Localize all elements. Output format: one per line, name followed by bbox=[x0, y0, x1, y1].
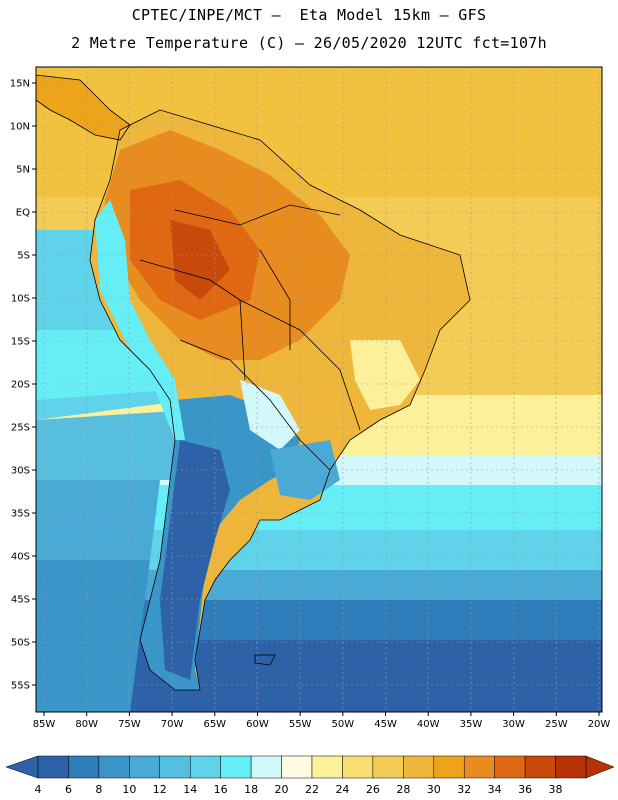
lat-tick-label: 30S bbox=[11, 466, 30, 477]
lon-tick-label: 30W bbox=[502, 719, 525, 730]
temperature-map: 15N 10N 5N EQ 5S 10S 15S 20S 25S 30S 35S 40S 45S 50S 5… bbox=[10, 66, 611, 730]
colorbar-swatch bbox=[129, 755, 161, 779]
lon-tick-label: 20W bbox=[588, 719, 611, 730]
lon-tick-label: 25W bbox=[545, 719, 568, 730]
colorbar-label: 4 bbox=[35, 783, 42, 796]
colorbar-swatch bbox=[68, 755, 100, 779]
lat-tick-label: 20S bbox=[11, 380, 30, 391]
lon-tick-label: 40W bbox=[417, 719, 440, 730]
colorbar-label: 14 bbox=[183, 783, 197, 796]
longitude-axis: 85W 80W 75W 70W 65W 60W 55W 50W 45W 40W 35W 30W 25W 2… bbox=[33, 712, 611, 730]
colorbar-swatch bbox=[37, 755, 69, 779]
lon-tick-label: 85W bbox=[33, 719, 56, 730]
lon-tick-label: 45W bbox=[374, 719, 397, 730]
colorbar-swatch bbox=[250, 755, 282, 779]
colorbar-label: 34 bbox=[488, 783, 502, 796]
lon-tick-label: 60W bbox=[246, 719, 269, 730]
colorbar-swatch bbox=[555, 755, 587, 779]
colorbar-label: 22 bbox=[305, 783, 319, 796]
lat-tick-label: 10S bbox=[11, 294, 30, 305]
lat-tick-label: 45S bbox=[11, 595, 30, 606]
lat-tick-label: 10N bbox=[10, 122, 30, 133]
colorbar-label: 26 bbox=[366, 783, 380, 796]
lat-tick-label: 5S bbox=[17, 251, 30, 262]
colorbar-swatch bbox=[494, 755, 526, 779]
lat-tick-label: 50S bbox=[11, 638, 30, 649]
colorbar-over-arrow bbox=[585, 755, 615, 779]
colorbar-label: 6 bbox=[65, 783, 72, 796]
colorbar-swatch bbox=[342, 755, 374, 779]
map-frame bbox=[35, 66, 603, 713]
colorbar-swatch bbox=[403, 755, 435, 779]
colorbar-label: 10 bbox=[122, 783, 136, 796]
lon-tick-label: 70W bbox=[161, 719, 184, 730]
lon-tick-label: 65W bbox=[203, 719, 226, 730]
colorbar-swatch bbox=[463, 755, 495, 779]
map-title-line1: CPTEC/INPE/MCT – Eta Model 15km – GFS bbox=[131, 6, 487, 24]
colorbar-label: 36 bbox=[518, 783, 532, 796]
colorbar-label: 32 bbox=[457, 783, 471, 796]
map-title-line2: 2 Metre Temperature (C) – 26/05/2020 12U… bbox=[71, 34, 547, 52]
colorbar-swatch bbox=[281, 755, 313, 779]
graticule bbox=[36, 67, 602, 712]
colorbar-label: 20 bbox=[275, 783, 289, 796]
lat-tick-label: 40S bbox=[11, 552, 30, 563]
colorbar-label: 38 bbox=[549, 783, 563, 796]
latitude-axis: 15N 10N 5N EQ 5S 10S 15S 20S 25S 30S 35S 40S 45S 50S 5… bbox=[10, 79, 36, 692]
lat-tick-label: 5N bbox=[16, 165, 30, 176]
colorbar-label: 12 bbox=[153, 783, 167, 796]
lat-tick-label: 15S bbox=[11, 337, 30, 348]
colorbar-swatch bbox=[524, 755, 556, 779]
colorbar-label: 18 bbox=[244, 783, 258, 796]
colorbar-swatch bbox=[372, 755, 404, 779]
lat-tick-label: 35S bbox=[11, 509, 30, 520]
colorbar-label: 28 bbox=[396, 783, 410, 796]
temperature-field bbox=[36, 67, 602, 712]
colorbar: 4 6 8 10 12 14 16 18 20 22 24 26 28 30 32 34 36 38 bbox=[5, 755, 615, 796]
colorbar-label: 30 bbox=[427, 783, 441, 796]
lon-tick-label: 50W bbox=[332, 719, 355, 730]
lat-tick-label: EQ bbox=[16, 208, 30, 219]
colorbar-label: 16 bbox=[214, 783, 228, 796]
colorbar-under-arrow bbox=[5, 755, 39, 779]
lon-tick-label: 55W bbox=[289, 719, 312, 730]
country-borders bbox=[36, 74, 471, 691]
lon-tick-label: 35W bbox=[460, 719, 483, 730]
colorbar-swatch bbox=[220, 755, 252, 779]
lat-tick-label: 15N bbox=[10, 79, 30, 90]
lon-tick-label: 75W bbox=[118, 719, 141, 730]
lat-tick-label: 55S bbox=[11, 681, 30, 692]
lon-tick-label: 80W bbox=[75, 719, 98, 730]
colorbar-label: 24 bbox=[335, 783, 349, 796]
colorbar-swatch bbox=[311, 755, 343, 779]
colorbar-swatch bbox=[98, 755, 130, 779]
colorbar-swatch bbox=[189, 755, 221, 779]
colorbar-label: 8 bbox=[95, 783, 102, 796]
colorbar-swatch bbox=[159, 755, 191, 779]
colorbar-swatch bbox=[433, 755, 465, 779]
lat-tick-label: 25S bbox=[11, 423, 30, 434]
